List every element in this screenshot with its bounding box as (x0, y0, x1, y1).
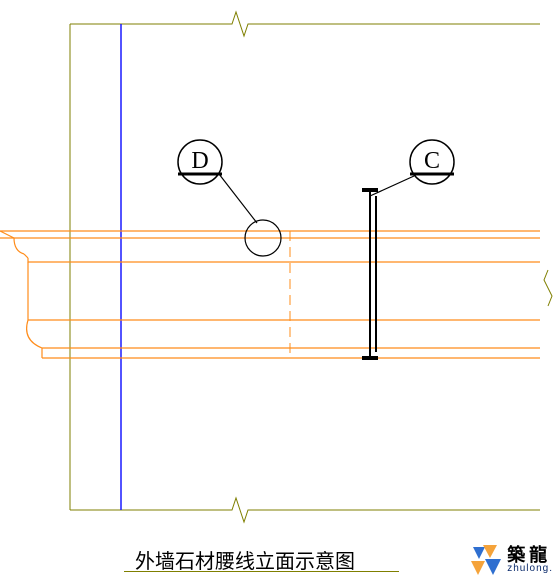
callout-d: D (178, 140, 281, 256)
stone-belt (0, 231, 540, 358)
right-break-mark (544, 270, 552, 306)
frame (70, 12, 540, 522)
diagram-canvas: D C (0, 0, 553, 579)
callout-c-leader (370, 176, 414, 196)
caption-row: 外墙石材腰线立面示意图 築龍 zhulong. (0, 535, 553, 579)
brand-name-cn: 築龍 (507, 546, 553, 564)
diagram-caption: 外墙石材腰线立面示意图 (135, 545, 355, 574)
callout-d-label: D (191, 148, 208, 174)
brand-mark-icon (467, 543, 503, 577)
brand-name-en: zhulong. (507, 564, 553, 574)
callout-d-leader (219, 174, 257, 223)
callout-c-label: C (424, 148, 440, 174)
section-line (362, 190, 378, 358)
callout-c: C (362, 140, 454, 358)
brand-watermark: 築龍 zhulong. (467, 543, 553, 577)
